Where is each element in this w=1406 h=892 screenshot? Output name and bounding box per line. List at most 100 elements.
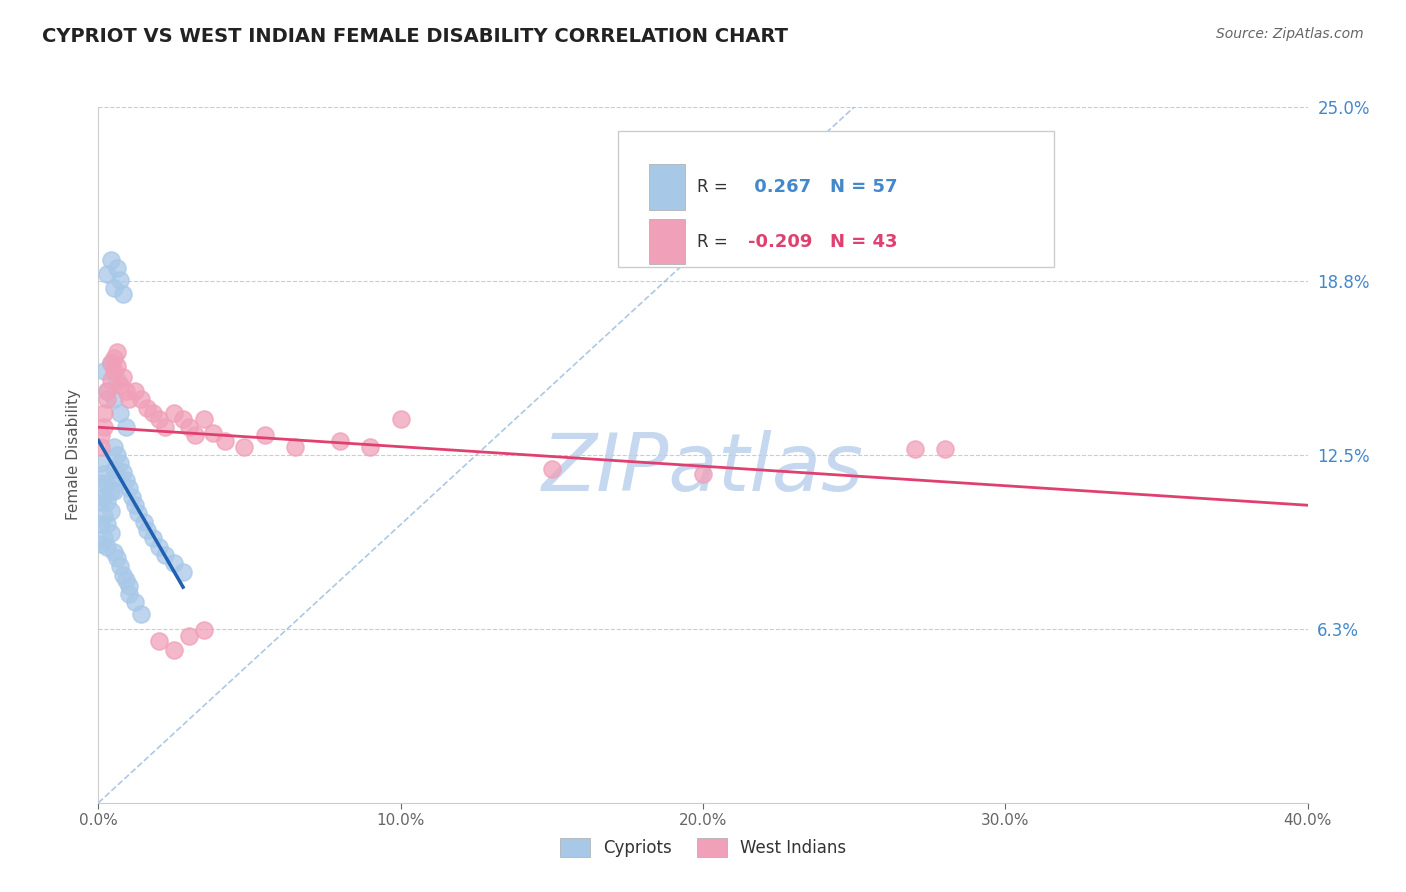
Legend: Cypriots, West Indians: Cypriots, West Indians [553,831,853,864]
Point [124,498,146,512]
Point [329,434,352,448]
Point [184,428,207,442]
Point [105,550,128,565]
Text: Source: ZipAtlas.com: Source: ZipAtlas.com [1216,27,1364,41]
Point [93,490,115,504]
Point [100,373,122,387]
FancyBboxPatch shape [648,219,685,264]
Point [96,495,118,509]
Point [105,448,128,462]
Point [121,490,143,504]
Point [93,532,115,546]
Point [124,384,146,398]
Point [148,634,170,648]
Text: R =: R = [697,233,728,251]
Point [105,470,128,484]
Point [118,587,141,601]
Point [108,378,131,392]
Point [934,442,956,457]
Point [90,537,112,551]
Point [108,406,131,420]
Point [103,440,125,454]
Point [96,267,118,281]
Point [132,515,155,529]
Point [148,540,170,554]
Y-axis label: Female Disability: Female Disability [66,389,82,521]
Point [93,509,115,524]
Point [90,517,112,532]
Point [93,467,115,482]
Point [114,573,136,587]
Point [163,642,186,657]
Text: N = 57: N = 57 [830,178,897,196]
Point [127,507,149,521]
Point [100,253,122,268]
Point [540,462,562,476]
Point [118,392,141,407]
Point [179,629,201,643]
Point [103,392,125,407]
Point [118,579,141,593]
Point [129,607,152,621]
Point [111,567,134,582]
FancyBboxPatch shape [648,164,685,210]
Point [105,359,128,373]
Point [692,467,714,482]
Point [153,548,176,562]
Point [172,565,194,579]
Point [103,351,125,365]
Point [135,401,157,415]
Point [103,484,125,499]
Point [90,428,112,442]
Point [103,462,125,476]
Point [100,484,122,499]
Text: CYPRIOT VS WEST INDIAN FEMALE DISABILITY CORRELATION CHART: CYPRIOT VS WEST INDIAN FEMALE DISABILITY… [42,27,789,45]
Point [153,420,176,434]
Point [142,532,165,546]
Point [100,525,122,540]
Point [172,411,194,425]
Point [90,495,112,509]
Text: N = 43: N = 43 [830,233,897,251]
Point [114,384,136,398]
Point [389,411,412,425]
Point [96,384,118,398]
Text: 0.267: 0.267 [748,178,811,196]
Point [111,286,134,301]
Point [96,517,118,532]
Point [96,384,118,398]
Point [90,456,112,470]
Point [193,624,215,638]
Point [163,406,186,420]
Point [232,440,254,454]
Point [96,392,118,407]
Point [148,411,170,425]
Point [284,440,307,454]
Point [135,523,157,537]
Point [114,473,136,487]
Point [96,540,118,554]
Point [193,411,215,425]
Point [904,442,927,457]
Point [108,559,131,574]
Point [100,356,122,370]
Point [124,595,146,609]
Point [105,345,128,359]
Point [103,545,125,559]
Point [105,373,128,387]
Point [111,370,134,384]
Point [202,425,225,440]
Point [114,420,136,434]
Text: R =: R = [697,178,728,196]
Point [179,420,201,434]
Point [100,356,122,370]
Point [253,428,276,442]
Point [103,364,125,378]
Point [142,406,165,420]
Point [90,440,112,454]
Point [360,440,382,454]
Text: -0.209: -0.209 [748,233,813,251]
Point [93,406,115,420]
Point [93,420,115,434]
Point [93,364,115,378]
